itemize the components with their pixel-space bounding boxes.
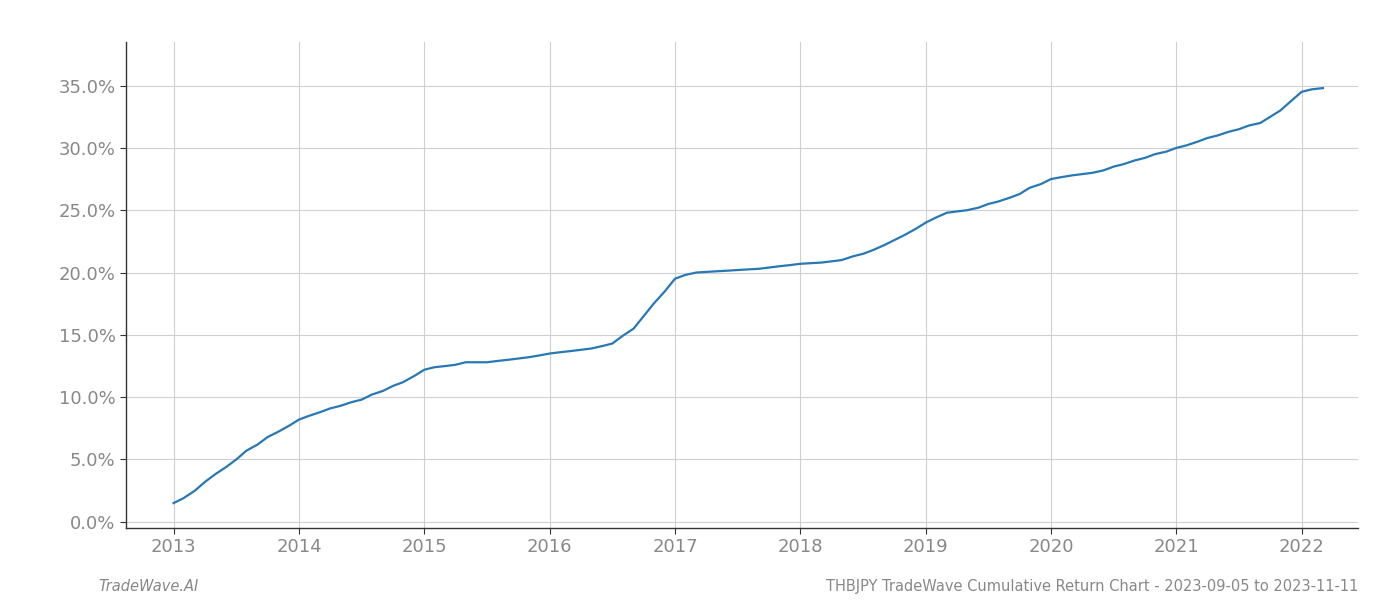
Text: THBJPY TradeWave Cumulative Return Chart - 2023-09-05 to 2023-11-11: THBJPY TradeWave Cumulative Return Chart… <box>826 579 1358 594</box>
Text: TradeWave.AI: TradeWave.AI <box>98 579 199 594</box>
